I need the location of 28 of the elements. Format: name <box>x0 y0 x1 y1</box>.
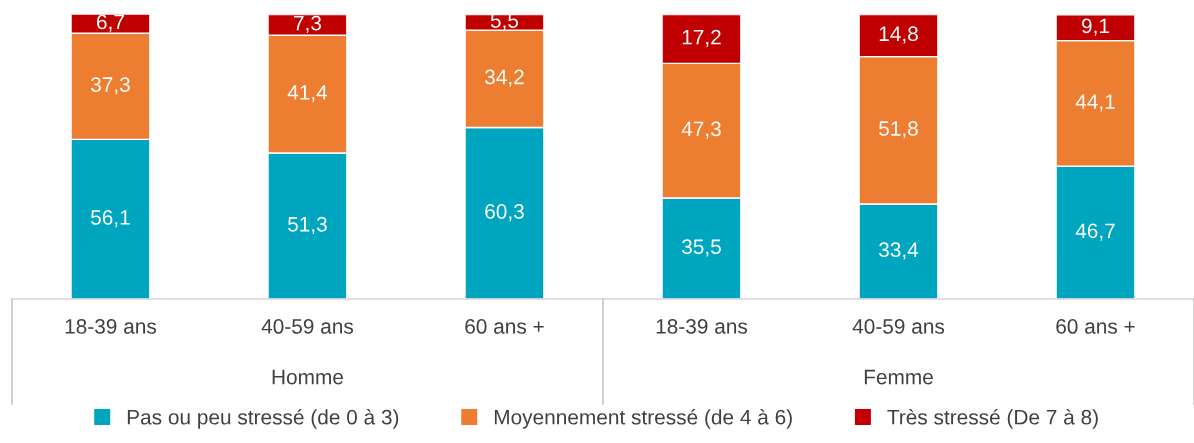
x-tick-label: 40-59 ans <box>261 319 354 334</box>
data-label: 56,1 <box>91 210 130 228</box>
x-tick-label: 18-39 ans <box>656 319 748 334</box>
legend-label: Pas ou peu stressé (de 0 à 3) <box>127 409 399 429</box>
data-label: 17,2 <box>682 29 721 47</box>
data-label: 46,7 <box>1075 223 1115 241</box>
data-label: 41,4 <box>287 85 328 103</box>
data-label: 35,5 <box>682 239 721 257</box>
data-label: 14,8 <box>879 26 918 44</box>
x-tick-label: 60 ans + <box>1056 319 1135 334</box>
x-tick-label: 40-59 ans <box>852 319 945 334</box>
legend-label: Très stressé (De 7 à 8) <box>887 409 1098 429</box>
data-label: 44,1 <box>1075 94 1115 112</box>
text: Femme <box>864 369 933 385</box>
data-label: 47,3 <box>681 121 721 139</box>
data-label: 51,3 <box>288 216 327 235</box>
x-tick-label: 60 ans + <box>465 319 544 334</box>
data-label: 51,8 <box>879 121 918 139</box>
legend-label: Moyennement stressé (de 4 à 6) <box>494 409 792 429</box>
text: Homme <box>272 369 343 385</box>
x-tick-label: 18-39 ans <box>65 319 157 334</box>
data-label: 37,3 <box>90 77 130 95</box>
data-label: 60,3 <box>485 204 524 222</box>
data-label: 9,1 <box>1081 18 1109 36</box>
data-label: 6,7 <box>97 14 124 32</box>
data-label: 34,2 <box>484 69 524 87</box>
data-label: 7,3 <box>294 15 322 33</box>
data-label: 33,4 <box>879 242 919 260</box>
